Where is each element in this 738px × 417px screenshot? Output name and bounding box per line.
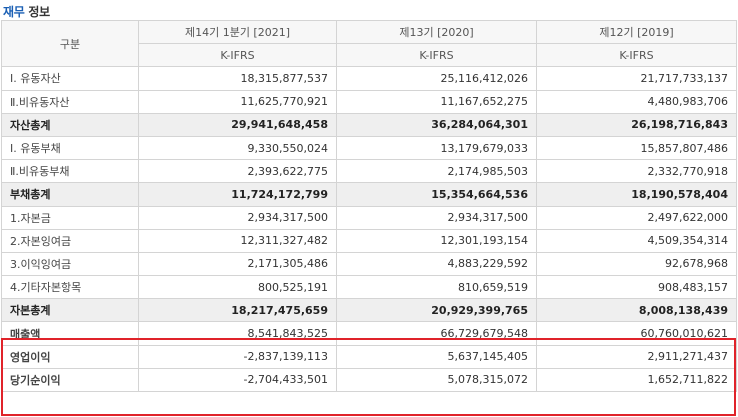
row-label: 자산총계 (1, 112, 139, 137)
row-value: 908,483,157 (536, 275, 737, 300)
row-value: 92,678,968 (536, 251, 737, 277)
row-value: 4,480,983,706 (536, 89, 737, 114)
row-value: 8,008,138,439 (536, 298, 737, 323)
table-row: 영업이익 -2,837,139,113 5,637,145,405 2,911,271… (1, 344, 737, 369)
row-value: 15,857,807,486 (536, 135, 737, 161)
row-value: 26,198,716,843 (536, 112, 737, 137)
section-title: 재무 정보 (3, 3, 50, 20)
row-label: 3.이익잉여금 (1, 251, 139, 277)
row-value: 12,311,327,482 (138, 228, 337, 253)
row-value: 18,315,877,537 (138, 66, 337, 91)
row-label: Ⅰ. 유동부채 (1, 135, 139, 161)
row-label: Ⅰ. 유동자산 (1, 66, 139, 91)
row-value: 60,760,010,621 (536, 321, 737, 346)
header-standard-3: K-IFRS (536, 43, 737, 68)
row-value: 2,174,985,503 (336, 159, 537, 184)
table-row: 매출액 8,541,843,525 66,729,679,548 60,760,010… (1, 321, 737, 346)
row-value: 9,330,550,024 (138, 135, 337, 161)
row-label: Ⅱ.비유동부채 (1, 159, 139, 184)
table-row: 자산총계 29,941,648,458 36,284,064,301 26,198,7… (1, 112, 737, 137)
table-row: 당기순이익 -2,704,433,501 5,078,315,072 1,652,71… (1, 367, 737, 393)
header-standard-1: K-IFRS (138, 43, 337, 68)
table-row: 2.자본잉여금 12,311,327,482 12,301,193,154 4,509… (1, 228, 737, 253)
row-value: 11,167,652,275 (336, 89, 537, 114)
table-row: 부채총계 11,724,172,799 15,354,664,536 18,190,5… (1, 182, 737, 207)
row-label: 당기순이익 (1, 367, 139, 393)
header-period-2: 제13기 [2020] (336, 19, 537, 45)
header-label-column: 구분 (1, 19, 139, 68)
row-label: 1.자본금 (1, 205, 139, 230)
row-value: 800,525,191 (138, 275, 337, 300)
section-title-accent: 재무 (3, 5, 25, 19)
table-row: Ⅰ. 유동부채 9,330,550,024 13,179,679,033 15,857… (1, 135, 737, 161)
row-value: 13,179,679,033 (336, 135, 537, 161)
table-row: Ⅱ.비유동자산 11,625,770,921 11,167,652,275 4,480… (1, 89, 737, 114)
row-value: 8,541,843,525 (138, 321, 337, 346)
row-label: Ⅱ.비유동자산 (1, 89, 139, 114)
row-value: 20,929,399,765 (336, 298, 537, 323)
financial-table: 구분 제14기 1분기 [2021] 제13기 [2020] 제12기 [201… (1, 19, 737, 393)
table-row: 4.기타자본항목 800,525,191 810,659,519 908,483,15… (1, 275, 737, 300)
row-value: 5,637,145,405 (336, 344, 537, 369)
row-value: 2,332,770,918 (536, 159, 737, 184)
row-value: 21,717,733,137 (536, 66, 737, 91)
row-value: 18,190,578,404 (536, 182, 737, 207)
table-row: Ⅱ.비유동부채 2,393,622,775 2,174,985,503 2,332,7… (1, 159, 737, 184)
row-value: 11,724,172,799 (138, 182, 337, 207)
row-value: 15,354,664,536 (336, 182, 537, 207)
row-value: 11,625,770,921 (138, 89, 337, 114)
row-value: 5,078,315,072 (336, 367, 537, 393)
row-value: 18,217,475,659 (138, 298, 337, 323)
row-value: 1,652,711,822 (536, 367, 737, 393)
row-value: 36,284,064,301 (336, 112, 537, 137)
header-period-1: 제14기 1분기 [2021] (138, 19, 337, 45)
row-label: 영업이익 (1, 344, 139, 369)
table-row: 자본총계 18,217,475,659 20,929,399,765 8,008,13… (1, 298, 737, 323)
row-value: -2,837,139,113 (138, 344, 337, 369)
row-value: 810,659,519 (336, 275, 537, 300)
row-value: 12,301,193,154 (336, 228, 537, 253)
section-title-rest: 정보 (24, 5, 50, 19)
row-value: 4,883,229,592 (336, 251, 537, 277)
row-value: 2,171,305,486 (138, 251, 337, 277)
row-label: 2.자본잉여금 (1, 228, 139, 253)
table-row: 1.자본금 2,934,317,500 2,934,317,500 2,497,622… (1, 205, 737, 230)
row-value: 2,497,622,000 (536, 205, 737, 230)
row-value: 2,393,622,775 (138, 159, 337, 184)
table-body: Ⅰ. 유동자산 18,315,877,537 25,116,412,026 21,71… (1, 66, 737, 393)
row-value: 2,911,271,437 (536, 344, 737, 369)
header-period-3: 제12기 [2019] (536, 19, 737, 45)
row-label: 4.기타자본항목 (1, 275, 139, 300)
header-standard-2: K-IFRS (336, 43, 537, 68)
row-value: 2,934,317,500 (336, 205, 537, 230)
row-label: 자본총계 (1, 298, 139, 323)
row-label: 매출액 (1, 321, 139, 346)
row-value: 25,116,412,026 (336, 66, 537, 91)
row-value: -2,704,433,501 (138, 367, 337, 393)
row-value: 4,509,354,314 (536, 228, 737, 253)
row-value: 29,941,648,458 (138, 112, 337, 137)
table-row: Ⅰ. 유동자산 18,315,877,537 25,116,412,026 21,71… (1, 66, 737, 91)
row-value: 2,934,317,500 (138, 205, 337, 230)
row-label: 부채총계 (1, 182, 139, 207)
row-value: 66,729,679,548 (336, 321, 537, 346)
table-row: 3.이익잉여금 2,171,305,486 4,883,229,592 92,678,… (1, 251, 737, 277)
